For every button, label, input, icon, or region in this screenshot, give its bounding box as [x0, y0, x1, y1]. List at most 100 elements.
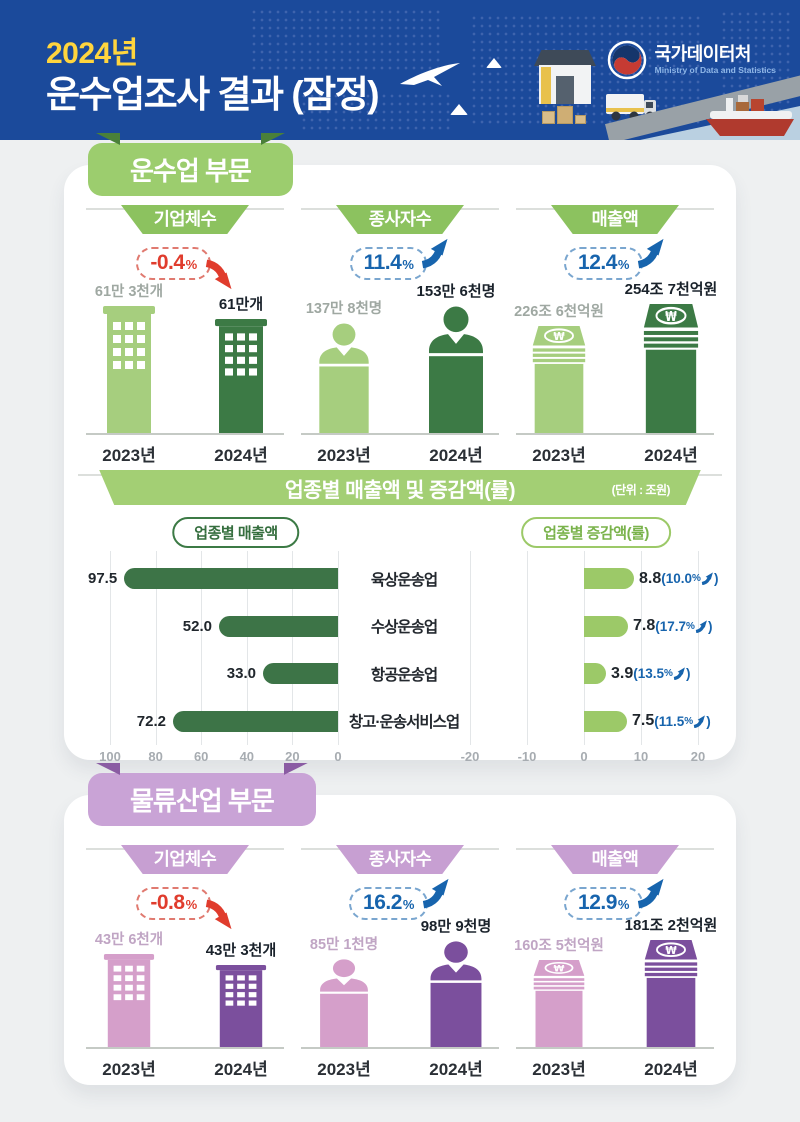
year-label: 2023년 [532, 1060, 586, 1079]
stat-banner: 종사자수 [336, 845, 464, 874]
year-label: 2023년 [317, 1060, 371, 1079]
trend-up-icon [421, 877, 451, 909]
logo-name: 국가데이터처 [654, 44, 752, 65]
comparison-chart: 61만 3천개 61만개 [86, 284, 284, 435]
building-icon [213, 319, 269, 433]
year-label: 2023년 [102, 446, 156, 465]
building-icon [214, 965, 268, 1047]
money-stack-icon [641, 304, 701, 433]
comparison-chart: 43만 6천개 43만 3천개 [86, 925, 284, 1049]
trend-up-icon [695, 620, 708, 633]
bar [584, 710, 627, 732]
chart-legend-pills: 업종별 매출액 업종별 증감액(률) [88, 517, 712, 548]
trend-up-icon [701, 572, 714, 585]
ribbon-fold [283, 763, 308, 775]
bar-row: 7.8 (17.7%) [470, 603, 790, 651]
stat-revenue: 매출액 12.4% 226조 6천억원 254조 7천억원 2023년 2024… [514, 205, 717, 466]
bar-row: 3.9 (13.5%) [470, 650, 790, 698]
person-icon [312, 323, 376, 433]
year-label: 2023년 [532, 446, 586, 465]
building-icon [101, 306, 157, 433]
bar-row: 52.0 [88, 603, 338, 651]
change-badge: 12.4% [564, 246, 643, 280]
logistics-section-badge: 물류산업 부문 [88, 763, 316, 826]
trend-up-icon [636, 877, 666, 909]
bar [584, 568, 634, 590]
year-label: 2024년 [644, 446, 698, 465]
logo-subtitle: Ministry of Data and Statistics [654, 64, 776, 75]
industry-chart: 97.5 52.0 33.0 72.2 100 80 60 40 20 0 [88, 551, 718, 767]
world-map-dots [300, 92, 450, 130]
stat-banner: 기업체수 [121, 205, 249, 234]
bar-row: 97.5 [88, 555, 338, 603]
change-badge: 11.4% [349, 246, 428, 280]
year-label: 2024년 [214, 1060, 268, 1079]
left-chart-title: 업종별 매출액 [172, 517, 300, 548]
year-label: 2024년 [644, 1060, 698, 1079]
category-labels: 육상운송업 수상운송업 항공운송업 창고·운송서비스업 [348, 571, 460, 732]
cloud-icon [486, 58, 502, 68]
stat-banner: 매출액 [551, 845, 679, 874]
money-stack-icon [531, 960, 587, 1047]
page-title: 운수업조사 결과 (잠정) [46, 74, 380, 115]
revenue-bar-chart: 97.5 52.0 33.0 72.2 100 80 60 40 20 0 [88, 551, 342, 764]
logistics-section-card: 물류산업 부문 기업체수 -0.8% 43만 6천개 43만 3천개 [64, 763, 736, 1085]
trend-up-icon [673, 667, 686, 680]
stat-workers: 종사자수 11.4% 137만 8천명 153만 6천명 2023년 2024년 [301, 205, 499, 466]
bar-row: 7.5 (11.5%) [470, 698, 790, 746]
comparison-chart: 85만 1천명 98만 9천명 [301, 918, 499, 1049]
person-icon [423, 941, 489, 1047]
ribbon-fold [96, 763, 120, 775]
year-label: 2024년 [214, 446, 268, 465]
stat-banner: 매출액 [551, 205, 679, 234]
change-badge: -0.8% [136, 886, 211, 920]
cargo-boxes-illustration [542, 106, 586, 124]
stat-banner: 기업체수 [121, 845, 249, 874]
year-label: 2023년 [102, 1060, 156, 1079]
header-banner: 2024년 운수업조사 결과 (잠정) [0, 0, 800, 140]
building-icon [102, 954, 156, 1047]
warehouse-illustration [534, 50, 596, 104]
world-map-dots [250, 8, 440, 74]
transport-section-card: 운수업 부문 기업체수 -0.4% 61만 3천개 61만개 [64, 133, 736, 764]
taegeuk-logo-icon [607, 40, 646, 80]
transport-section-badge: 운수업 부문 [88, 133, 293, 196]
header-year: 2024년 [46, 37, 138, 70]
bar [173, 710, 338, 732]
bar-row: 72.2 [88, 698, 338, 746]
industry-banner: 업종별 매출액 및 증감액(률) (단위 : 조원) [99, 470, 701, 505]
trend-down-icon [204, 259, 234, 291]
stat-companies: 기업체수 -0.8% 43만 6천개 43만 3천개 2023년 2024년 [86, 845, 284, 1080]
x-axis: 100 80 60 40 20 0 [99, 749, 342, 764]
x-axis: -20 -10 0 10 20 [460, 749, 706, 764]
trend-up-icon [693, 715, 706, 728]
bar [584, 663, 606, 685]
bar [263, 663, 338, 685]
change-bar-chart: 8.8 (10.0%) 7.8 (17.7%) 3.9 (13.5%) 7.5 (11.… [461, 551, 718, 764]
year-label: 2024년 [429, 446, 483, 465]
comparison-chart: 137만 8천명 153만 6천명 [301, 283, 499, 435]
trend-up-icon [636, 237, 666, 269]
agency-logo: 국가데이터처 Ministry of Data and Statistics [607, 40, 776, 80]
person-icon [421, 306, 491, 433]
logistics-stats-row: 기업체수 -0.8% 43만 6천개 43만 3천개 2023년 2024년 [86, 845, 717, 1080]
year-label: 2024년 [429, 1060, 483, 1079]
trend-up-icon [420, 237, 450, 269]
stat-revenue: 매출액 12.9% 160조 5천억원 181조 2천억원 2023년 2024… [514, 845, 717, 1080]
transport-stats-row: 기업체수 -0.4% 61만 3천개 61만개 2023년 2024년 [86, 205, 717, 466]
bar-row: 33.0 [88, 650, 338, 698]
money-stack-icon [530, 326, 588, 433]
person-icon [313, 959, 375, 1047]
cloud-icon [450, 104, 468, 115]
stat-companies: 기업체수 -0.4% 61만 3천개 61만개 2023년 2024년 [86, 205, 284, 466]
stat-workers: 종사자수 16.2% 85만 1천명 98만 9천명 2023년 2024년 [301, 845, 499, 1080]
bar [219, 615, 338, 637]
stat-banner: 종사자수 [336, 205, 464, 234]
airplane-icon [400, 63, 460, 86]
industry-banner-row: 업종별 매출액 및 증감액(률) (단위 : 조원) [64, 470, 736, 506]
comparison-chart: 160조 5천억원 181조 2천억원 [514, 917, 717, 1049]
comparison-chart: 226조 6천억원 254조 7천억원 [514, 281, 717, 435]
change-badge: -0.4% [136, 246, 211, 280]
bar-row: 8.8 (10.0%) [470, 555, 790, 603]
unit-note: (단위 : 조원) [611, 483, 671, 497]
